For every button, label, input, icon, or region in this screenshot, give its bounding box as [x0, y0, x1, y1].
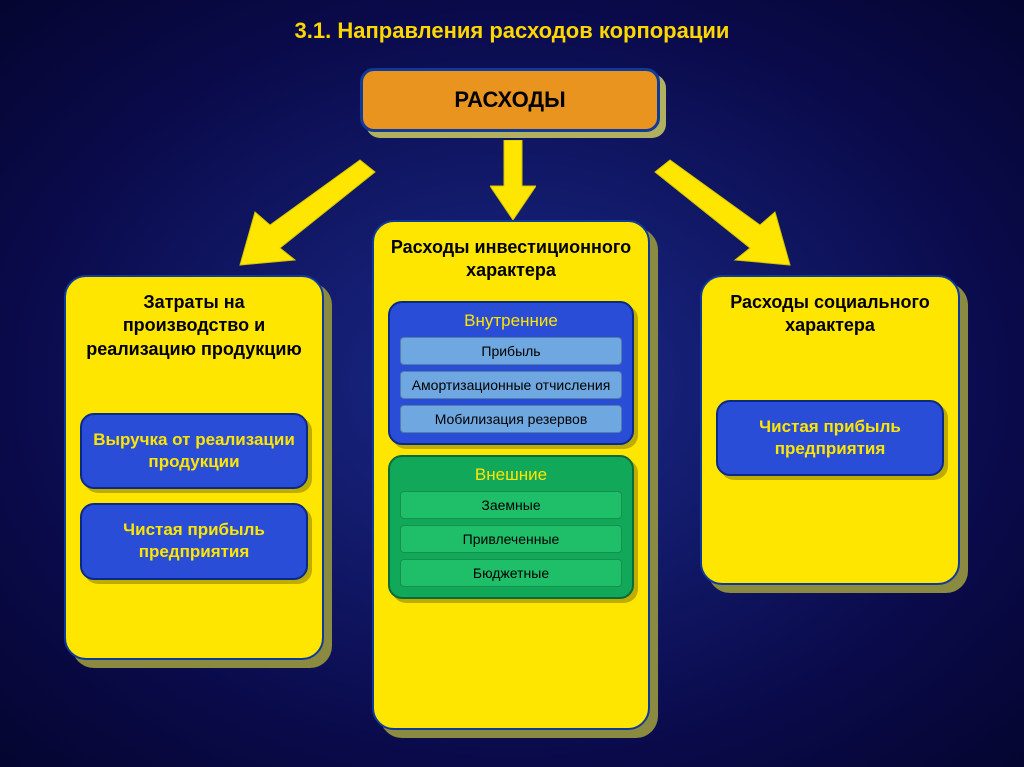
mid-group-1-item-0: Заемные: [400, 491, 622, 519]
mid-group-0: Внутренние Прибыль Амортизационные отчис…: [388, 301, 634, 445]
left-panel: Затраты на производство и реализацию про…: [64, 275, 324, 660]
mid-group-0-item-0: Прибыль: [400, 337, 622, 365]
mid-group-1: Внешние Заемные Привлеченные Бюджетные: [388, 455, 634, 599]
left-panel-title: Затраты на производство и реализацию про…: [80, 291, 308, 361]
left-box-1: Чистая прибыль предприятия: [80, 503, 308, 579]
right-panel-title: Расходы социального характера: [716, 291, 944, 338]
left-box-0: Выручка от реализации продукции: [80, 413, 308, 489]
mid-group-0-item-1: Амортизационные отчисления: [400, 371, 622, 399]
mid-group-1-item-2: Бюджетные: [400, 559, 622, 587]
root-node: РАСХОДЫ: [360, 68, 660, 132]
mid-panel-title: Расходы инвестиционного характера: [388, 236, 634, 283]
arrow-right-icon: [650, 150, 810, 270]
page-title: 3.1. Направления расходов корпорации: [0, 0, 1024, 44]
root-label: РАСХОДЫ: [454, 87, 565, 113]
arrow-down-icon: [490, 140, 536, 220]
mid-group-1-label: Внешние: [400, 465, 622, 485]
mid-group-1-item-1: Привлеченные: [400, 525, 622, 553]
right-box-0: Чистая прибыль предприятия: [716, 400, 944, 476]
mid-group-0-item-2: Мобилизация резервов: [400, 405, 622, 433]
mid-panel: Расходы инвестиционного характера Внутре…: [372, 220, 650, 730]
mid-group-0-label: Внутренние: [400, 311, 622, 331]
right-panel: Расходы социального характера Чистая при…: [700, 275, 960, 585]
arrow-left-icon: [220, 150, 380, 270]
